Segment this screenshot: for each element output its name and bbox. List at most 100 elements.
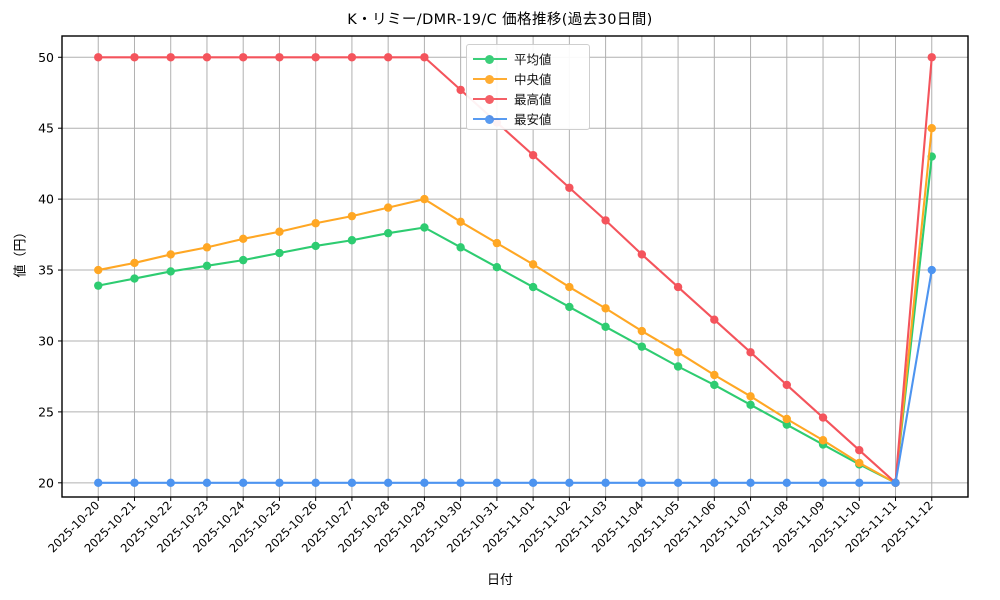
data-point	[202, 53, 212, 62]
data-point	[130, 274, 139, 283]
data-point	[710, 315, 719, 324]
series-line-2	[97, 127, 933, 484]
data-point	[528, 478, 538, 488]
data-point	[528, 282, 538, 292]
data-point	[275, 478, 284, 488]
data-point	[347, 478, 357, 488]
data-point	[383, 53, 393, 62]
data-point	[637, 250, 647, 259]
legend-swatch-icon	[473, 92, 507, 106]
chart-legend: 平均値中央値 最高値最安値	[466, 44, 590, 130]
data-point	[456, 243, 465, 252]
data-point	[239, 234, 248, 244]
data-point	[746, 400, 755, 409]
data-point	[601, 322, 610, 331]
data-point	[818, 413, 828, 422]
data-point	[855, 478, 864, 488]
data-point	[673, 362, 683, 371]
data-point	[855, 458, 864, 468]
data-point	[637, 326, 647, 336]
data-point	[891, 478, 900, 488]
data-point	[130, 478, 139, 488]
data-point	[202, 243, 212, 252]
series-line-4	[97, 268, 933, 484]
data-point	[347, 53, 357, 62]
data-point	[275, 53, 284, 62]
data-point	[275, 248, 284, 258]
data-point	[746, 392, 755, 401]
legend-item-1[interactable]: 平均値	[467, 48, 591, 69]
data-point	[492, 478, 502, 488]
data-point	[637, 478, 647, 488]
data-point	[311, 241, 320, 251]
legend-swatch-icon	[473, 112, 507, 126]
data-point	[166, 53, 175, 62]
data-point	[166, 250, 175, 259]
legend-label: 平均値	[514, 52, 552, 67]
data-point	[673, 478, 683, 488]
data-point	[782, 380, 791, 390]
data-point	[94, 53, 103, 62]
data-point	[565, 183, 574, 192]
y-tick-label: 25	[38, 404, 54, 419]
data-point	[130, 53, 139, 62]
axes-frame	[61, 35, 969, 498]
data-point	[673, 282, 683, 292]
data-point	[492, 238, 502, 248]
data-point	[746, 478, 755, 488]
data-point	[239, 255, 248, 265]
data-point	[239, 53, 248, 62]
data-point	[456, 217, 465, 227]
data-point	[782, 478, 791, 488]
data-point	[528, 260, 538, 269]
data-point	[420, 194, 429, 204]
data-point	[383, 478, 393, 488]
legend-label: 最安値	[514, 112, 552, 127]
x-axis-label: 日付	[486, 573, 513, 588]
page-title: K・リミー/DMR-19/C 価格推移(過去30日間)	[347, 12, 653, 28]
data-point	[637, 342, 647, 351]
data-point	[383, 228, 393, 238]
data-point	[601, 216, 610, 225]
data-point	[565, 302, 574, 312]
legend-swatch-icon	[473, 52, 507, 66]
y-tick-label: 35	[38, 263, 54, 278]
series-line-3	[97, 56, 933, 484]
data-point	[166, 267, 175, 276]
data-point	[710, 380, 719, 390]
legend-item-4[interactable]: 最安値	[467, 108, 591, 129]
legend-item-3[interactable]: 最高値	[467, 88, 591, 109]
data-point	[420, 478, 429, 488]
data-point	[565, 478, 574, 488]
data-point	[746, 348, 755, 357]
data-point	[202, 261, 212, 270]
y-tick-label: 45	[38, 121, 54, 136]
legend-swatch-icon	[473, 72, 507, 86]
legend-item-2[interactable]: 中央値	[467, 68, 591, 89]
data-point	[94, 265, 103, 275]
data-point	[456, 85, 465, 95]
y-tick-label: 50	[38, 50, 54, 65]
data-point	[528, 150, 538, 160]
y-tick-label: 20	[38, 475, 54, 490]
data-point	[456, 478, 465, 488]
data-point	[311, 478, 320, 488]
data-point	[420, 223, 429, 232]
data-point	[311, 219, 320, 228]
data-point	[927, 265, 936, 275]
legend-label: 中央値	[514, 72, 552, 87]
data-point	[202, 478, 212, 488]
data-point	[601, 478, 610, 488]
data-point	[565, 282, 574, 292]
data-point	[673, 348, 683, 357]
data-point	[166, 478, 175, 488]
data-point	[130, 258, 139, 268]
data-point	[818, 436, 828, 445]
data-point	[94, 281, 103, 290]
data-point	[710, 370, 719, 380]
data-point	[239, 478, 248, 488]
data-point	[710, 478, 719, 488]
y-tick-label: 30	[38, 333, 54, 348]
data-point	[601, 304, 610, 313]
